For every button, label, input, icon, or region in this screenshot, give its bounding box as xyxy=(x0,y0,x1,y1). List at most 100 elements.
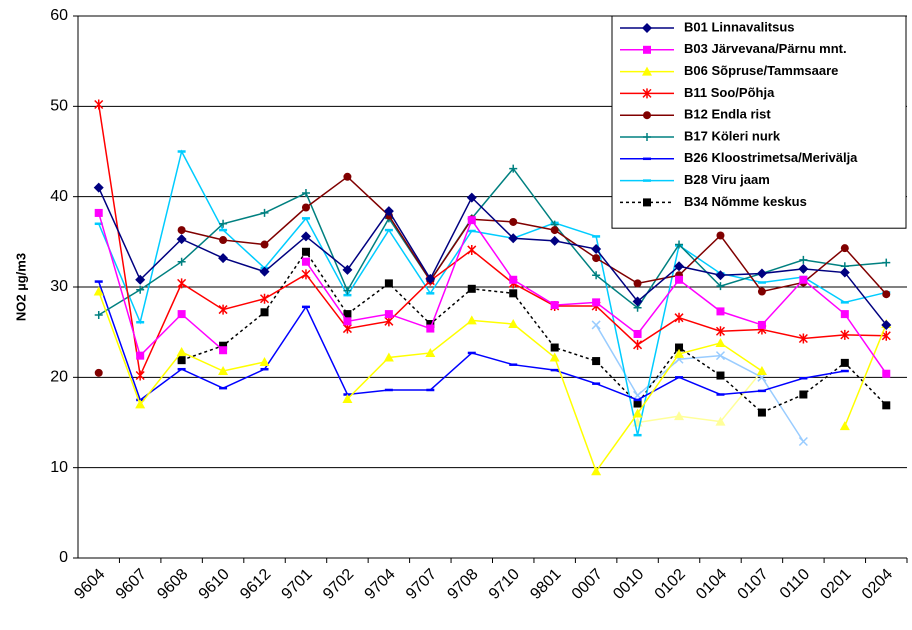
marker xyxy=(592,357,601,366)
x-tick-label: 9610 xyxy=(196,566,233,603)
marker xyxy=(509,275,518,284)
marker xyxy=(882,401,891,410)
marker xyxy=(633,279,642,288)
y-tick-label: 60 xyxy=(50,7,68,24)
x-tick-label: 9710 xyxy=(486,566,523,603)
x-tick-label: 0010 xyxy=(610,566,647,603)
marker xyxy=(219,341,228,350)
marker xyxy=(633,399,642,408)
marker xyxy=(642,23,652,33)
series-line xyxy=(97,104,887,379)
marker xyxy=(715,326,726,337)
x-tick-label: 0102 xyxy=(652,566,689,603)
marker xyxy=(592,298,601,307)
marker xyxy=(716,307,725,316)
series-line xyxy=(98,281,845,402)
marker xyxy=(715,416,726,426)
legend-label: B12 Endla rist xyxy=(684,107,771,122)
marker xyxy=(799,275,808,284)
marker xyxy=(384,279,393,288)
marker xyxy=(94,208,103,217)
marker xyxy=(259,356,270,366)
marker xyxy=(716,282,725,291)
marker xyxy=(839,267,850,278)
marker xyxy=(94,311,103,320)
marker xyxy=(219,346,228,355)
marker xyxy=(467,244,477,255)
legend-label: B28 Viru jaam xyxy=(684,172,770,187)
marker xyxy=(757,287,766,296)
series-line xyxy=(98,187,887,326)
x-tick-label: 0201 xyxy=(817,566,854,603)
x-tick-label: 9702 xyxy=(320,566,357,603)
marker xyxy=(643,111,651,120)
marker xyxy=(260,208,269,217)
marker xyxy=(840,358,849,367)
marker xyxy=(756,268,767,279)
x-tick-label: 9707 xyxy=(403,566,440,603)
marker xyxy=(882,258,891,267)
legend-label: B34 Nõmme keskus xyxy=(684,194,807,209)
marker xyxy=(466,315,477,325)
marker xyxy=(425,347,436,357)
marker xyxy=(716,231,725,240)
marker xyxy=(715,338,726,348)
marker xyxy=(550,343,559,352)
marker xyxy=(177,226,186,235)
marker xyxy=(301,247,310,256)
x-tick-label: 0110 xyxy=(777,566,813,602)
marker xyxy=(643,198,651,207)
marker xyxy=(839,421,850,431)
legend-label: B03 Järvevana/Pärnu mnt. xyxy=(684,41,847,56)
marker xyxy=(509,289,518,298)
marker xyxy=(675,275,684,284)
marker xyxy=(674,348,685,358)
y-axis-label: NO2 µg/m3 xyxy=(13,253,28,321)
marker xyxy=(632,408,643,418)
marker xyxy=(508,319,519,329)
marker xyxy=(301,189,310,198)
marker xyxy=(675,343,684,352)
marker xyxy=(799,255,808,264)
marker xyxy=(592,254,601,263)
y-tick-label: 30 xyxy=(50,278,68,295)
marker xyxy=(426,324,435,333)
marker xyxy=(716,371,725,380)
marker xyxy=(425,273,436,284)
marker xyxy=(550,301,559,310)
marker xyxy=(260,240,269,249)
x-tick-label: 9604 xyxy=(71,566,108,603)
marker xyxy=(93,182,104,193)
x-tick-label: 0107 xyxy=(735,566,772,603)
x-tick-label: 9608 xyxy=(154,566,191,603)
marker xyxy=(756,366,767,376)
marker xyxy=(591,320,601,330)
marker xyxy=(218,253,229,264)
marker xyxy=(218,366,229,376)
marker xyxy=(218,304,228,315)
marker xyxy=(881,330,891,341)
marker xyxy=(259,293,270,304)
marker xyxy=(674,312,684,323)
marker xyxy=(632,296,643,307)
marker xyxy=(467,284,476,293)
marker xyxy=(633,339,643,350)
marker xyxy=(94,99,104,110)
marker xyxy=(136,285,145,294)
marker xyxy=(798,333,808,344)
x-tick-label: 9801 xyxy=(527,566,564,603)
marker xyxy=(466,192,477,203)
marker xyxy=(343,286,352,295)
marker xyxy=(219,219,228,228)
marker xyxy=(715,270,726,281)
series-line xyxy=(181,250,887,414)
marker xyxy=(757,408,766,417)
marker xyxy=(343,310,352,319)
marker xyxy=(840,329,850,340)
marker xyxy=(300,231,311,242)
marker xyxy=(881,319,892,330)
marker xyxy=(674,261,685,272)
marker xyxy=(260,308,269,317)
legend: B01 Linnavalitsus B03 Järvevana/Pärnu mnt… xyxy=(611,15,907,229)
